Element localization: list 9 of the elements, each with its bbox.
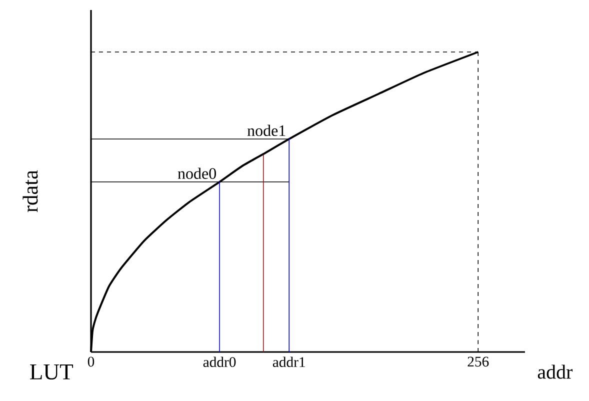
text: LUT: [30, 364, 74, 380]
annotation: node1: [247, 124, 286, 136]
x-tick-label: 0: [88, 356, 94, 367]
x-tick-label: addr0: [203, 356, 236, 368]
x-axis-title: addr: [538, 364, 573, 379]
annotation: node0: [178, 168, 216, 179]
x-tick-label: 256: [468, 356, 489, 367]
y-axis-title: rdata: [22, 170, 38, 212]
x-tick-label: addr1: [272, 356, 305, 368]
